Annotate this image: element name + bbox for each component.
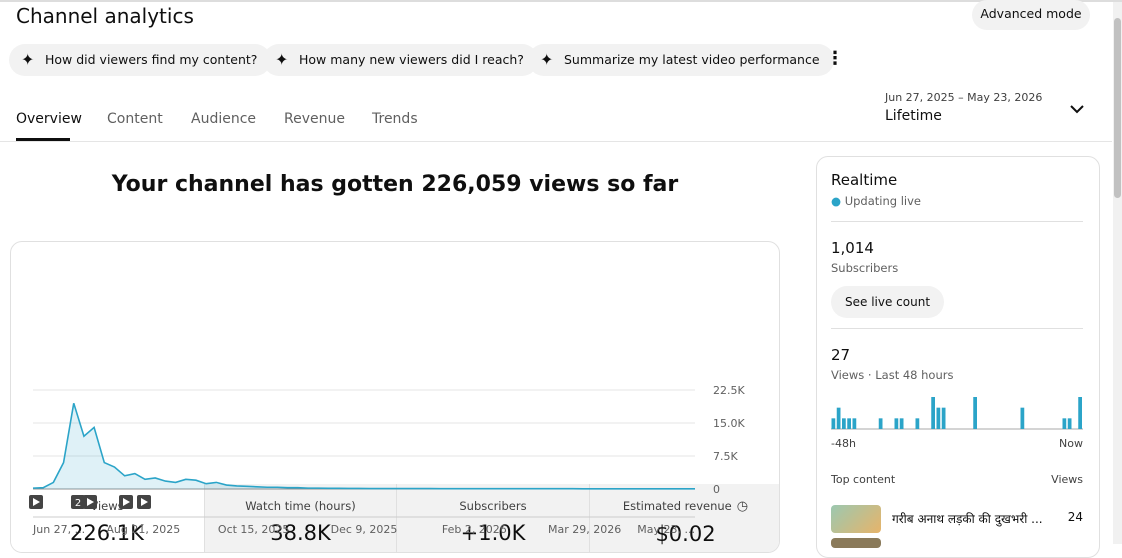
bar — [1020, 407, 1025, 429]
subscriber-count: 1,014 — [831, 239, 874, 257]
marker-count: 2 — [75, 498, 81, 509]
tab[interactable]: Content — [107, 111, 163, 127]
bar — [1078, 397, 1082, 429]
realtime-status: ● Updating live — [831, 194, 921, 208]
x-tick-label: Now — [1059, 437, 1083, 450]
area-fill — [33, 403, 695, 489]
bar — [842, 418, 846, 429]
metric-value: 226.1K — [70, 521, 144, 545]
thumbnail[interactable] — [831, 505, 881, 533]
y-tick-label: 0 — [713, 483, 720, 496]
bar — [836, 407, 841, 429]
metric-label: Views — [90, 499, 124, 513]
x-tick-label: Feb 2, 2026 — [442, 523, 507, 536]
more-menu[interactable]: ⋮ — [826, 48, 844, 69]
live-count-button[interactable]: See live count — [831, 286, 945, 318]
suggestion-chip[interactable]: How many new viewers did I reach? — [263, 44, 538, 76]
thumbnail[interactable] — [831, 538, 881, 548]
top-content-heading: Top content — [831, 473, 896, 486]
y-tick-label: 15.0K — [713, 417, 745, 430]
play-icon — [123, 498, 130, 506]
metric-card[interactable]: Estimated revenue ◷ $0.02 — [588, 484, 779, 552]
active-tab-underline — [16, 138, 70, 141]
bar — [894, 418, 899, 429]
metric-value: $0.02 — [655, 522, 716, 546]
main-chart: 0 7.5K 15.0K 22.5K 2 Jun 27, ... Aug 21, 2025 O… — [29, 384, 745, 536]
dropdown-chevron[interactable] — [1069, 103, 1085, 115]
advanced-mode-button[interactable]: Advanced mode — [972, 0, 1090, 30]
headline: Your channel has gotten 226,059 views so… — [111, 172, 679, 197]
tab[interactable]: Overview — [16, 111, 82, 127]
play-icon — [141, 498, 148, 506]
metric-label: Subscribers — [459, 499, 527, 513]
x-tick-label: Jun 27, ... — [32, 523, 85, 536]
divider — [831, 328, 1083, 329]
realtime-chart: -48h Now — [831, 397, 1083, 450]
top-content-title[interactable]: गरीब अनाथ लड़की की दुखभरी ... — [892, 512, 1043, 526]
x-tick-label: Mar 29, 2026 — [548, 523, 621, 536]
bar — [936, 407, 941, 429]
views-count: 27 — [831, 346, 851, 364]
x-tick-label: Dec 9, 2025 — [331, 523, 398, 536]
bar — [899, 418, 904, 429]
metric-label: Watch time (hours) — [245, 499, 356, 513]
bar — [847, 418, 851, 429]
date-range: Jun 27, 2025 – May 23, 2026 — [885, 91, 1043, 104]
x-tick-label: Aug 21, 2025 — [106, 523, 180, 536]
metric-card[interactable]: Views 226.1K — [11, 484, 203, 552]
x-tick-label: May 23, ... — [637, 523, 695, 536]
tab[interactable]: Audience — [191, 111, 257, 127]
bar — [941, 407, 946, 429]
bar — [931, 397, 935, 429]
bar — [878, 418, 883, 429]
subscriber-label: Subscribers — [831, 261, 899, 275]
divider — [0, 141, 1112, 142]
play-icon — [87, 498, 94, 506]
y-tick-label: 22.5K — [713, 384, 745, 397]
metric-label: Estimated revenue ◷ — [622, 499, 749, 514]
suggestion-chip[interactable]: Summarize my latest video performance — [528, 44, 834, 76]
page: Channel analytics Advanced mode How did … — [0, 0, 1122, 544]
bar — [973, 397, 977, 429]
realtime-panel — [816, 156, 1100, 558]
bar — [1067, 418, 1072, 429]
y-tick-label: 7.5K — [713, 450, 738, 463]
x-tick-label: -48h — [831, 437, 856, 450]
views-heading: Views — [1051, 473, 1083, 486]
metric-value: 38.8K — [270, 521, 331, 545]
bar — [1062, 418, 1067, 429]
status-text: Updating live — [844, 194, 921, 208]
x-tick-label: Oct 15, 2025 — [218, 523, 290, 536]
tab[interactable]: Revenue — [284, 111, 345, 127]
top-border — [0, 0, 1122, 2]
metric-card[interactable]: Watch time (hours) 38.8K — [203, 484, 397, 552]
page-title: Channel analytics — [16, 4, 194, 28]
divider — [831, 221, 1083, 222]
top-content-views: 24 — [1067, 510, 1083, 524]
scrollbar[interactable] — [1113, 2, 1122, 544]
bar — [852, 418, 857, 429]
video-marker[interactable] — [71, 495, 85, 509]
tab[interactable]: Trends — [372, 111, 418, 127]
metric-value: +1.0K — [460, 521, 526, 545]
play-icon — [33, 498, 40, 506]
info-icon: ◷ — [736, 499, 749, 514]
bar — [915, 418, 920, 429]
suggestion-chip[interactable]: How did viewers find my content? — [9, 44, 272, 76]
metrics-panel: Views 226.1K Watch time (hours) 38.8K Subscr… — [10, 241, 780, 553]
bar — [831, 418, 836, 429]
date-range-label: Lifetime — [885, 108, 942, 124]
realtime-title: Realtime — [831, 171, 898, 189]
data-line — [32, 402, 695, 490]
metric-card[interactable]: Subscribers +1.0K — [396, 484, 589, 552]
views-label: Views · Last 48 hours — [831, 368, 954, 382]
